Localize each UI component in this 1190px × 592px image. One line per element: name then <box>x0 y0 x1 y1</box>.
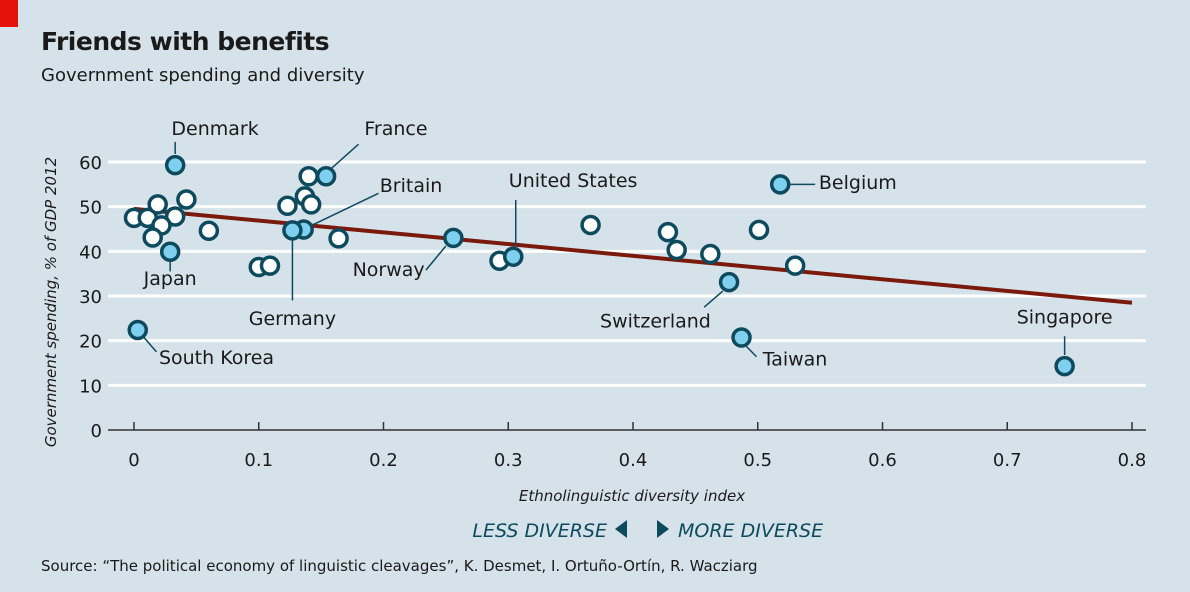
leader-line-france <box>330 143 360 170</box>
y-tick-label: 30 <box>79 287 102 308</box>
y-tick-label: 40 <box>79 242 102 263</box>
data-point <box>580 214 601 236</box>
data-point <box>328 228 349 249</box>
data-point <box>700 243 721 265</box>
data-point-belgium <box>769 174 791 195</box>
x-tick-label: 0.4 <box>619 450 648 471</box>
label-leader-lines <box>143 141 1066 358</box>
label-taiwan: Taiwan <box>762 349 828 371</box>
x-tick-label: 0.7 <box>993 450 1022 471</box>
y-tick-label: 50 <box>79 198 102 219</box>
label-belgium: Belgium <box>819 172 897 194</box>
data-point <box>164 206 186 227</box>
x-tick-label: 0.1 <box>244 450 273 471</box>
label-germany: Germany <box>249 308 336 330</box>
label-japan: Japan <box>143 268 197 290</box>
trendline-group <box>133 206 1133 305</box>
x-axis-label: Ethnolinguistic diversity index <box>519 487 745 505</box>
data-point <box>142 227 163 248</box>
label-switzerland: Switzerland <box>600 310 711 332</box>
chart-title: Friends with benefits <box>41 27 330 56</box>
x-tick-label: 0.8 <box>1118 450 1147 471</box>
label-south-korea: South Korea <box>159 347 274 369</box>
data-point <box>657 221 679 243</box>
data-point <box>277 195 298 217</box>
arrow-right-icon <box>657 520 669 538</box>
x-tick-label: 0 <box>128 450 139 471</box>
data-point-france <box>315 166 337 187</box>
leader-line-britain <box>308 192 379 228</box>
chart-subtitle: Government spending and diversity <box>41 65 365 86</box>
data-point <box>298 166 319 187</box>
y-tick-label: 60 <box>79 153 102 174</box>
trendline <box>133 206 1133 305</box>
y-tick-label: 10 <box>79 376 102 397</box>
y-tick-label: 20 <box>79 332 102 353</box>
less-diverse-label: LESS DIVERSE <box>472 520 607 542</box>
arrow-left-icon <box>615 520 627 538</box>
data-point-germany <box>282 220 303 241</box>
data-point <box>666 239 687 261</box>
data-point <box>198 220 220 242</box>
data-points <box>123 154 1075 377</box>
axes: 0 10 20 30 40 50 60 0 0.1 0.2 0.3 0.4 0.5 0.6 0.7 0.8 <box>79 153 1146 471</box>
data-point-switzerland <box>718 271 740 293</box>
label-denmark: Denmark <box>171 118 258 140</box>
y-axis-label: Government spending, % of GDP 2012 <box>42 157 60 447</box>
leader-line-south-korea <box>143 337 158 353</box>
brand-accent-tag <box>0 0 18 27</box>
gridlines <box>108 160 1146 387</box>
data-point-japan <box>159 241 181 263</box>
data-point <box>259 255 281 276</box>
data-point-singapore <box>1054 355 1075 377</box>
x-tick-label: 0.6 <box>868 450 897 471</box>
x-tick-label: 0.3 <box>494 450 523 471</box>
data-point <box>300 194 322 215</box>
data-point <box>784 255 806 276</box>
data-point-south-korea <box>127 319 148 341</box>
data-labels: Denmark France Britain Germany Japan South Ko… <box>143 118 1113 370</box>
leader-line-norway <box>425 245 447 271</box>
data-point-united-states <box>502 246 524 267</box>
data-point-norway <box>443 227 464 249</box>
data-point <box>147 194 168 215</box>
data-point-denmark <box>164 154 186 176</box>
leader-line-taiwan <box>745 345 758 358</box>
label-united-states: United States <box>509 170 638 192</box>
data-point <box>176 189 197 210</box>
label-france: France <box>364 118 427 140</box>
label-britain: Britain <box>380 175 443 197</box>
label-singapore: Singapore <box>1017 307 1113 329</box>
source-note: Source: “The political economy of lingui… <box>41 557 758 575</box>
x-tick-label: 0.5 <box>743 450 772 471</box>
data-point <box>748 219 770 241</box>
leader-line-switzerland <box>703 290 724 308</box>
more-diverse-label: MORE DIVERSE <box>678 520 823 542</box>
y-tick-label: 0 <box>91 421 102 442</box>
x-tick-label: 0.2 <box>369 450 398 471</box>
data-point-taiwan <box>731 327 752 348</box>
label-norway: Norway <box>353 259 425 281</box>
